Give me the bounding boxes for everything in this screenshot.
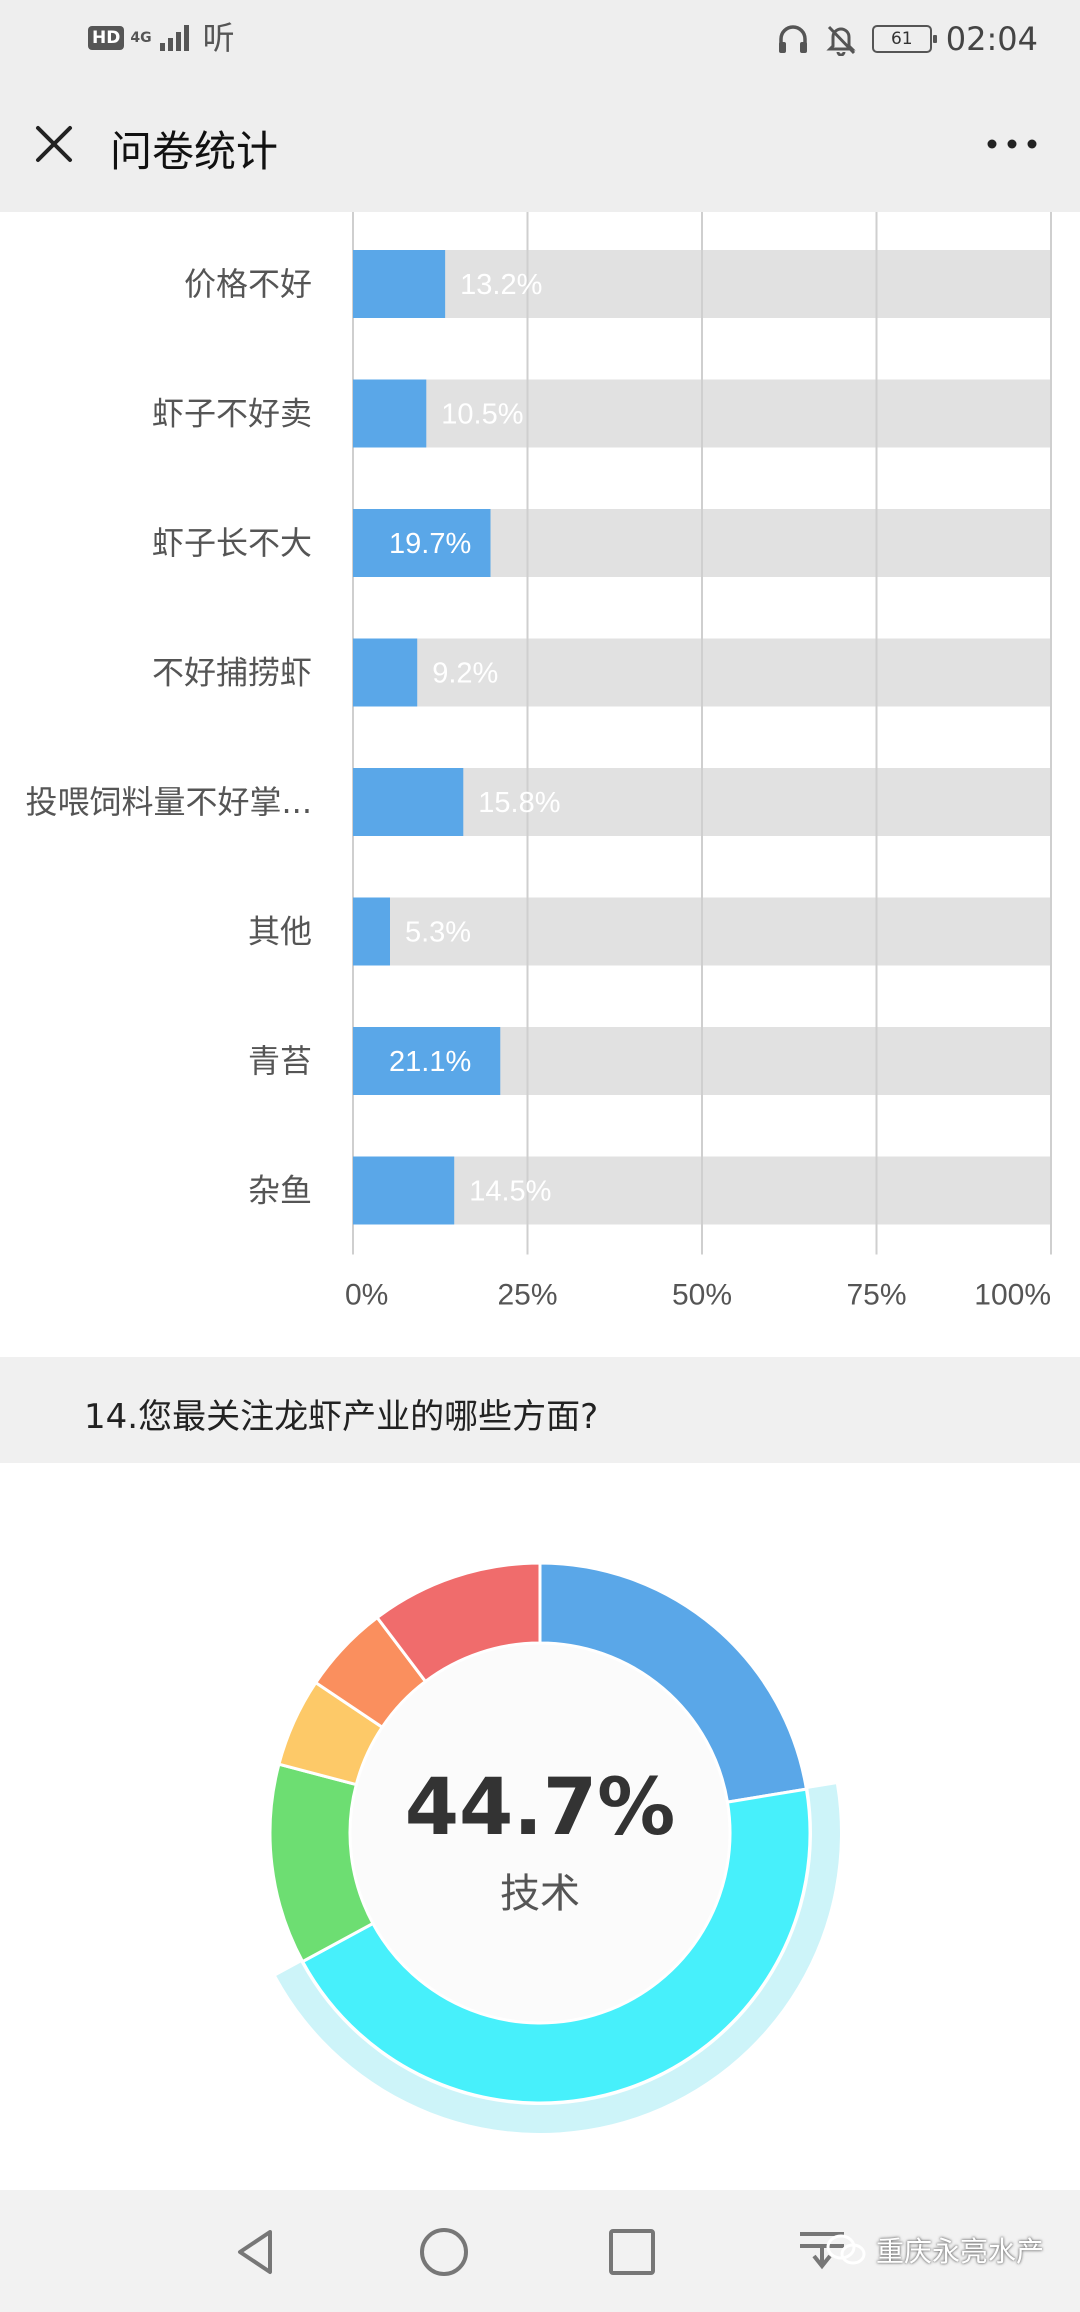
category-label: 价格不好 bbox=[184, 265, 312, 303]
battery-icon: 61 bbox=[871, 25, 937, 53]
bar bbox=[353, 638, 418, 707]
x-tick-label: 25% bbox=[497, 1279, 557, 1312]
x-tick-label: 100% bbox=[974, 1279, 1051, 1312]
bar-value-label: 19.7% bbox=[389, 528, 471, 560]
bar-value-label: 5.3% bbox=[405, 917, 471, 949]
bar bbox=[353, 250, 446, 318]
bar bbox=[353, 768, 464, 836]
home-nav-icon[interactable] bbox=[412, 2220, 476, 2284]
donut-center-label: 技术 bbox=[500, 1871, 580, 1917]
question-header: 14.您最关注龙虾产业的哪些方面? bbox=[0, 1357, 1080, 1463]
mute-bell-icon bbox=[826, 25, 856, 56]
bar bbox=[353, 1027, 501, 1095]
donut-slice bbox=[300, 1787, 812, 2105]
category-label: 虾子不好卖 bbox=[152, 395, 312, 433]
bar-chart-svg: 0% 25% 50% 75% 100% 13.2% 价格不好 10.5% 虾子不好卖 19.7% 虾… bbox=[25, 212, 1052, 1312]
bar-value-label: 21.1% bbox=[389, 1046, 471, 1078]
x-tick-label: 0% bbox=[345, 1279, 388, 1312]
status-bar: HD 4G 听 61 02:04 bbox=[0, 0, 1080, 78]
network-type: 4G bbox=[130, 30, 152, 46]
listen-app-icon: 听 bbox=[202, 19, 235, 57]
donut-slice bbox=[375, 1561, 542, 1684]
donut-chart: 44.7% 技术 bbox=[0, 1463, 1080, 2190]
bar bbox=[353, 897, 390, 966]
bar-value-label: 15.8% bbox=[478, 787, 560, 819]
category-label: 不好捕捞虾 bbox=[152, 654, 312, 692]
category-label: 青苔 bbox=[248, 1042, 312, 1080]
title-bar: 问卷统计 bbox=[0, 78, 1080, 212]
bar-value-label: 13.2% bbox=[460, 269, 542, 301]
signal-icon bbox=[159, 25, 189, 51]
headphones-icon bbox=[778, 25, 807, 53]
question-title: 14.您最关注龙虾产业的哪些方面? bbox=[84, 1397, 599, 1437]
x-tick-label: 75% bbox=[846, 1279, 906, 1312]
bar bbox=[353, 379, 427, 448]
clock: 02:04 bbox=[945, 20, 1038, 58]
watermark-text: 重庆永亮水产 bbox=[875, 2235, 1044, 2268]
category-label: 投喂饲料量不好掌... bbox=[25, 783, 312, 821]
bar-value-label: 14.5% bbox=[469, 1176, 551, 1208]
bar bbox=[353, 509, 491, 577]
category-label: 其他 bbox=[248, 913, 312, 951]
status-right: 61 02:04 bbox=[776, 20, 1038, 58]
system-nav-bar: 重庆永亮水产 bbox=[0, 2190, 1080, 2312]
category-label: 杂鱼 bbox=[248, 1172, 312, 1210]
hd-indicator: HD bbox=[88, 26, 125, 50]
bar-value-label: 10.5% bbox=[441, 399, 523, 431]
bar-chart: 0% 25% 50% 75% 100% 13.2% 价格不好 10.5% 虾子不好卖 19.7% 虾… bbox=[0, 212, 1080, 1357]
notification-pull-icon[interactable] bbox=[790, 2220, 854, 2284]
watermark: 重庆永亮水产 bbox=[826, 2230, 1044, 2270]
bar bbox=[353, 1156, 455, 1225]
category-label: 虾子长不大 bbox=[152, 524, 312, 562]
wechat-icon bbox=[826, 2234, 866, 2265]
more-options-icon[interactable] bbox=[982, 120, 1042, 168]
donut-center-value: 44.7% bbox=[404, 1763, 676, 1853]
recents-nav-icon[interactable] bbox=[600, 2220, 664, 2284]
close-icon[interactable] bbox=[30, 120, 78, 168]
donut-chart-svg bbox=[268, 1561, 841, 2133]
donut-center bbox=[350, 1643, 730, 2023]
status-left: HD 4G 听 bbox=[88, 22, 235, 54]
bar-value-label: 9.2% bbox=[432, 658, 498, 690]
page-title: 问卷统计 bbox=[110, 127, 279, 176]
back-nav-icon[interactable] bbox=[226, 2220, 290, 2284]
x-tick-label: 50% bbox=[672, 1279, 732, 1312]
